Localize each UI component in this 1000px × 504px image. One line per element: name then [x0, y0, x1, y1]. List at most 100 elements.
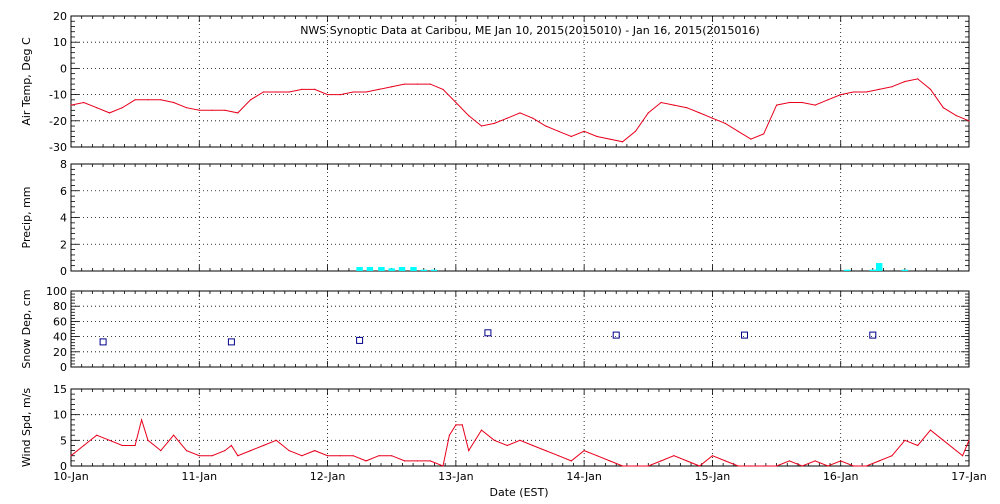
data-point — [827, 99, 829, 101]
data-point — [461, 424, 463, 426]
data-point — [557, 455, 560, 457]
data-point — [942, 107, 944, 109]
data-point — [237, 112, 239, 114]
data-point — [134, 444, 136, 447]
data-point — [429, 83, 431, 85]
data-point — [711, 117, 714, 119]
data-point — [141, 419, 143, 421]
x-tick-label: 12-Jan — [310, 470, 346, 483]
data-point — [583, 130, 585, 132]
data-point — [532, 117, 534, 119]
data-point — [596, 455, 598, 457]
data-point — [917, 444, 919, 447]
data-point — [801, 465, 803, 467]
data-point — [865, 465, 868, 467]
data-point — [391, 86, 393, 88]
panel-precip: 0 2 4 6 8 Precip, mm — [20, 158, 970, 278]
data-point — [230, 444, 232, 447]
data-point — [160, 99, 162, 101]
data-point — [545, 125, 547, 127]
precip-bar — [869, 269, 876, 271]
data-point — [788, 460, 791, 462]
data-point — [237, 455, 239, 457]
x-axis-label: Date (EST) — [489, 486, 548, 499]
precip-bar — [388, 268, 395, 271]
data-point — [532, 444, 534, 447]
data-point — [83, 444, 85, 447]
data-point — [352, 91, 354, 93]
data-point — [70, 455, 72, 457]
data-point — [173, 101, 175, 104]
data-point — [878, 88, 880, 90]
data-point — [275, 91, 277, 93]
precip-bar — [356, 267, 363, 271]
data-point — [724, 460, 726, 462]
y-tick-label: 0 — [60, 265, 67, 278]
y-tick-label: 8 — [60, 158, 67, 171]
data-point — [416, 83, 418, 85]
data-point — [250, 450, 252, 452]
snow-depth-marker — [227, 338, 235, 346]
y-tick-label: 80 — [53, 300, 67, 313]
data-point — [570, 135, 572, 138]
data-point — [865, 91, 868, 93]
data-point — [724, 122, 726, 124]
data-point — [198, 109, 200, 111]
data-point — [583, 450, 585, 452]
data-point — [327, 455, 329, 457]
data-point — [160, 450, 162, 452]
y-tick-label: 20 — [53, 10, 67, 23]
data-point — [711, 455, 714, 457]
x-tick-label: 15-Jan — [695, 470, 731, 483]
data-point — [468, 115, 470, 117]
data-point — [262, 91, 264, 93]
data-point — [301, 455, 303, 457]
data-point — [416, 460, 418, 462]
data-point — [634, 465, 637, 467]
data-point — [378, 88, 380, 90]
data-point — [776, 104, 778, 106]
y-axis-label: Snow Dep, cm — [20, 289, 33, 368]
data-point — [660, 460, 662, 462]
y-tick-label: 20 — [53, 346, 67, 359]
data-point — [442, 88, 444, 90]
y-tick-label: 40 — [53, 331, 67, 344]
data-point — [108, 112, 111, 114]
data-point — [962, 455, 964, 457]
data-point — [596, 135, 598, 138]
data-point — [327, 94, 329, 96]
data-point — [673, 455, 675, 457]
data-point — [801, 101, 803, 104]
precip-bar — [843, 269, 851, 271]
y-tick-label: 0 — [60, 62, 67, 75]
data-point — [211, 455, 213, 457]
data-point — [365, 460, 367, 462]
y-tick-label: 0 — [60, 361, 67, 374]
snow-depth-marker — [612, 331, 620, 339]
data-point — [455, 101, 457, 104]
data-point — [147, 99, 149, 101]
y-tick-label: 2 — [60, 238, 67, 251]
snow-depth-marker — [356, 336, 364, 344]
data-point — [699, 112, 701, 114]
data-point — [314, 88, 316, 90]
data-point — [955, 115, 957, 117]
data-point — [288, 450, 290, 452]
data-point — [339, 455, 341, 457]
chart-title: NWS Synoptic Data at Caribou, ME Jan 10,… — [300, 24, 760, 37]
data-point — [929, 429, 932, 431]
y-axis-label: Air Temp, Deg C — [20, 37, 33, 126]
data-point — [224, 450, 226, 452]
precip-bar — [410, 267, 417, 271]
data-point — [262, 444, 264, 447]
data-point — [968, 439, 970, 441]
data-point — [391, 455, 393, 457]
data-point — [660, 101, 662, 104]
data-point — [570, 460, 572, 462]
y-tick-label: 5 — [60, 434, 67, 447]
data-point — [96, 434, 98, 436]
data-point — [891, 455, 893, 457]
data-point — [622, 141, 624, 143]
y-tick-label: -20 — [49, 115, 67, 128]
data-point — [814, 104, 816, 106]
